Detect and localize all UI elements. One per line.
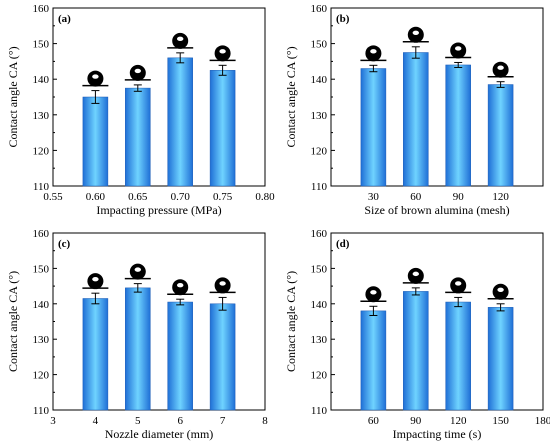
y-tick-label: 160 [33,228,50,240]
y-tick-label: 110 [33,181,50,193]
y-tick-label: 130 [311,334,328,346]
y-tick-label: 110 [33,405,50,417]
x-tick-label: 3 [50,415,56,427]
panel-label: (a) [58,13,71,25]
bar [487,84,514,187]
water-droplet-icon [87,70,104,87]
water-droplet-icon [450,277,467,294]
y-tick-label: 120 [33,370,50,382]
y-tick-label: 130 [311,110,328,122]
water-droplet-icon [365,286,382,303]
water-droplet-icon [365,45,382,62]
x-axis-label: Impacting pressure (MPa) [96,203,221,217]
y-tick-label: 150 [33,263,50,275]
water-droplet-icon [172,32,189,49]
chart-panel-d: 110 120 130 140 150 160 60 90 120 150 180 Impacting… [284,228,550,441]
y-tick-label: 160 [311,228,328,240]
bar [360,310,387,411]
y-tick-label: 130 [33,334,50,346]
y-tick-label: 160 [311,3,328,15]
water-droplet-icon [214,45,231,62]
bar [167,57,193,187]
y-tick-label: 120 [311,145,328,157]
x-tick-label: 30 [368,191,380,203]
x-tick-label: 120 [450,415,467,427]
y-tick-label: 160 [33,3,50,15]
bar [209,70,236,187]
x-tick-label: 0.55 [43,191,63,203]
y-axis-label: Contact angle CA (°) [6,271,20,372]
water-droplet-icon [129,263,146,280]
bar [403,291,429,411]
water-droplet-icon [407,267,424,284]
x-tick-label: 0.70 [171,191,191,203]
x-axis-label: Nozzle diameter (mm) [105,427,214,441]
bar [167,301,193,411]
x-tick-label: 0.65 [128,191,148,203]
water-droplet-icon [450,42,467,59]
x-tick-label: 0.80 [255,191,275,203]
water-droplet-icon [87,273,104,290]
x-tick-label: 60 [368,415,380,427]
x-tick-label: 7 [220,415,226,427]
x-tick-label: 150 [492,415,509,427]
x-tick-label: 8 [262,415,268,427]
water-droplet-icon [407,26,424,43]
chart-panel-c: 110 120 130 140 150 160 3 4 5 6 7 8 Nozzle diameter … [6,228,268,441]
bar [82,298,109,411]
panel-label: (c) [58,238,71,250]
bar [125,87,151,187]
y-tick-label: 110 [311,405,328,417]
bar [360,68,387,187]
y-tick-label: 120 [33,145,50,157]
y-axis-label: Contact angle CA (°) [6,46,20,147]
x-tick-label: 120 [492,191,509,203]
panel-label: (d) [336,238,350,250]
x-axis-label: Impacting time (s) [393,427,482,441]
y-axis-label: Contact angle CA (°) [284,271,298,372]
bar [209,303,236,411]
y-tick-label: 140 [311,74,328,86]
y-tick-label: 120 [311,370,328,382]
water-droplet-icon [129,64,146,81]
bar [487,307,514,411]
x-tick-label: 4 [93,415,99,427]
x-tick-label: 0.60 [86,191,106,203]
bar [82,96,109,187]
x-tick-label: 6 [177,415,183,427]
water-droplet-icon [214,277,231,294]
x-tick-label: 60 [410,191,422,203]
y-axis-label: Contact angle CA (°) [284,46,298,147]
y-tick-label: 150 [311,263,328,275]
bar [403,52,429,187]
y-tick-label: 150 [311,39,328,51]
y-tick-label: 110 [311,181,328,193]
chart-panel-a: 110 120 130 140 150 160 0.55 0.60 0.65 0.70 0.75 0.… [6,3,275,217]
y-tick-label: 130 [33,110,50,122]
y-tick-label: 140 [311,299,328,311]
y-tick-label: 150 [33,39,50,51]
x-tick-label: 90 [453,191,465,203]
bar [445,64,471,187]
water-droplet-icon [172,279,189,296]
x-tick-label: 90 [410,415,422,427]
y-tick-label: 140 [33,299,50,311]
panel-label: (b) [336,13,350,25]
bar [445,301,471,411]
x-tick-label: 5 [135,415,141,427]
x-axis-label: Size of brown alumina (mesh) [364,203,509,217]
bar [125,287,151,411]
water-droplet-icon [492,283,509,300]
y-tick-label: 140 [33,74,50,86]
x-tick-label: 180 [535,415,550,427]
x-tick-label: 0.75 [213,191,233,203]
water-droplet-icon [492,61,509,78]
